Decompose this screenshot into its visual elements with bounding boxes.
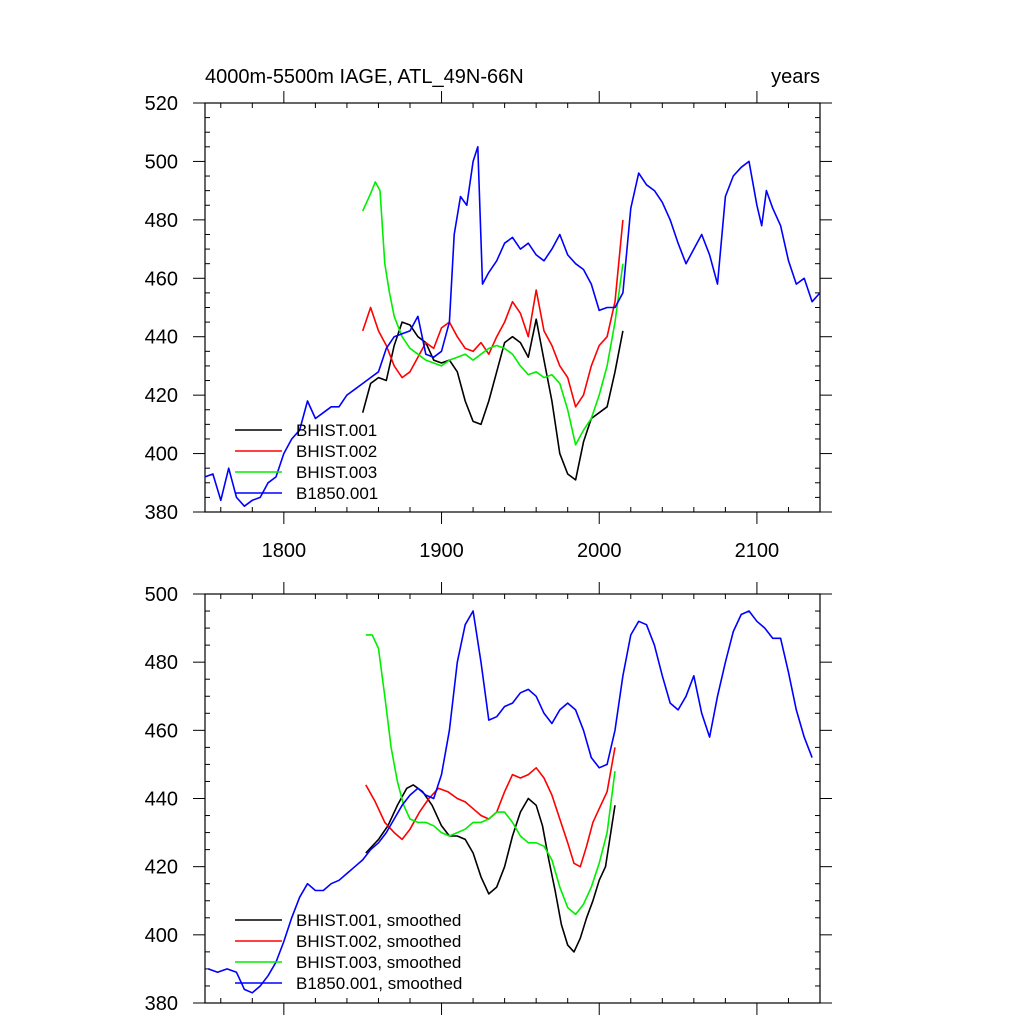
legend-label: BHIST.001, smoothed xyxy=(296,911,461,930)
y-tick-label: 500 xyxy=(145,584,178,606)
x-tick-label: 2000 xyxy=(577,540,622,562)
units-label: years xyxy=(771,66,820,88)
x-tick-label: 1800 xyxy=(262,540,307,562)
series-line-bhist-002 xyxy=(361,219,624,408)
y-tick-label: 420 xyxy=(145,385,178,407)
series-line-b1850-001 xyxy=(204,146,821,508)
legend-label: BHIST.003 xyxy=(296,463,377,482)
series-line-bhist-001 xyxy=(361,318,624,481)
x-tick-label: 1900 xyxy=(419,540,464,562)
y-tick-label: 380 xyxy=(145,502,178,524)
y-tick-label: 520 xyxy=(145,93,178,115)
series-line-b1850-001-smoothed xyxy=(207,610,813,994)
series-line-bhist-003 xyxy=(361,181,624,446)
series-line-bhist-002-smoothed xyxy=(365,747,616,868)
y-tick-label: 400 xyxy=(145,925,178,947)
y-tick-label: 480 xyxy=(145,652,178,674)
legend-label: B1850.001, smoothed xyxy=(296,974,462,993)
y-tick-label: 460 xyxy=(145,720,178,742)
legend-label: BHIST.001 xyxy=(296,421,377,440)
y-tick-label: 440 xyxy=(145,789,178,811)
y-tick-label: 400 xyxy=(145,444,178,466)
y-tick-label: 500 xyxy=(145,151,178,173)
y-tick-label: 380 xyxy=(145,993,178,1015)
legend-label: BHIST.002 xyxy=(296,442,377,461)
y-tick-label: 460 xyxy=(145,268,178,290)
series-line-bhist-003-smoothed xyxy=(365,634,616,916)
chart-title: 4000m-5500m IAGE, ATL_49N-66N xyxy=(205,66,524,88)
y-tick-label: 440 xyxy=(145,327,178,349)
x-tick-label: 2100 xyxy=(735,540,780,562)
y-tick-label: 480 xyxy=(145,210,178,232)
legend-label: BHIST.003, smoothed xyxy=(296,953,461,972)
legend-label: B1850.001 xyxy=(296,484,378,503)
series-line-bhist-001-smoothed xyxy=(365,784,616,953)
y-tick-label: 420 xyxy=(145,857,178,879)
legend-label: BHIST.002, smoothed xyxy=(296,932,461,951)
